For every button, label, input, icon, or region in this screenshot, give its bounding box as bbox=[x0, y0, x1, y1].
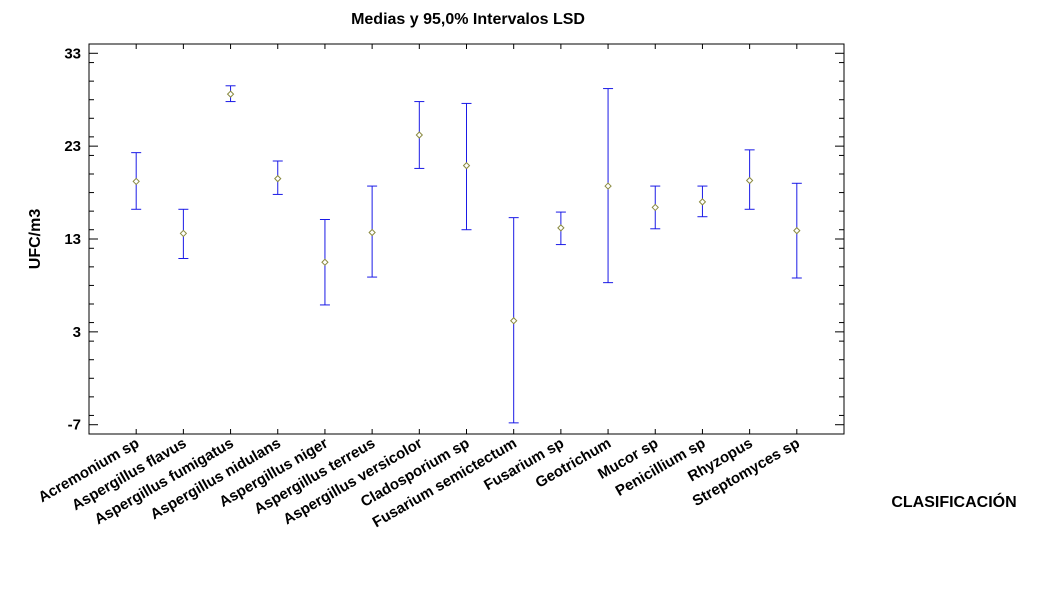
chart-title: Medias y 95,0% Intervalos LSD bbox=[351, 11, 585, 28]
plot-frame bbox=[88, 43, 845, 435]
y-axis-label: UFC/m3 bbox=[27, 209, 44, 270]
y-tick-label: 3 bbox=[73, 324, 81, 341]
x-axis-ticks bbox=[135, 44, 798, 434]
mean-marker bbox=[321, 258, 329, 266]
interval-series bbox=[131, 85, 802, 424]
mean-marker bbox=[368, 228, 376, 237]
y-tick-label: 23 bbox=[64, 138, 81, 155]
mean-marker bbox=[651, 203, 659, 212]
mean-marker bbox=[698, 198, 707, 206]
mean-marker bbox=[604, 182, 612, 190]
mean-marker bbox=[274, 174, 282, 183]
mean-marker bbox=[745, 176, 754, 185]
mean-marker bbox=[462, 161, 471, 170]
mean-marker bbox=[415, 131, 424, 139]
y-axis-ticks: -7 3 13 23 33 bbox=[64, 43, 844, 435]
y-tick-label: -7 bbox=[68, 417, 81, 434]
mean-marker bbox=[509, 317, 518, 325]
y-tick-label: 33 bbox=[64, 45, 81, 62]
x-axis-label: CLASIFICACIÓN bbox=[891, 492, 1016, 511]
mean-marker bbox=[793, 226, 801, 235]
mean-marker bbox=[557, 224, 565, 232]
mean-marker bbox=[226, 90, 235, 98]
mean-marker bbox=[179, 229, 188, 238]
mean-marker bbox=[132, 177, 140, 186]
y-tick-label: 13 bbox=[64, 231, 81, 248]
